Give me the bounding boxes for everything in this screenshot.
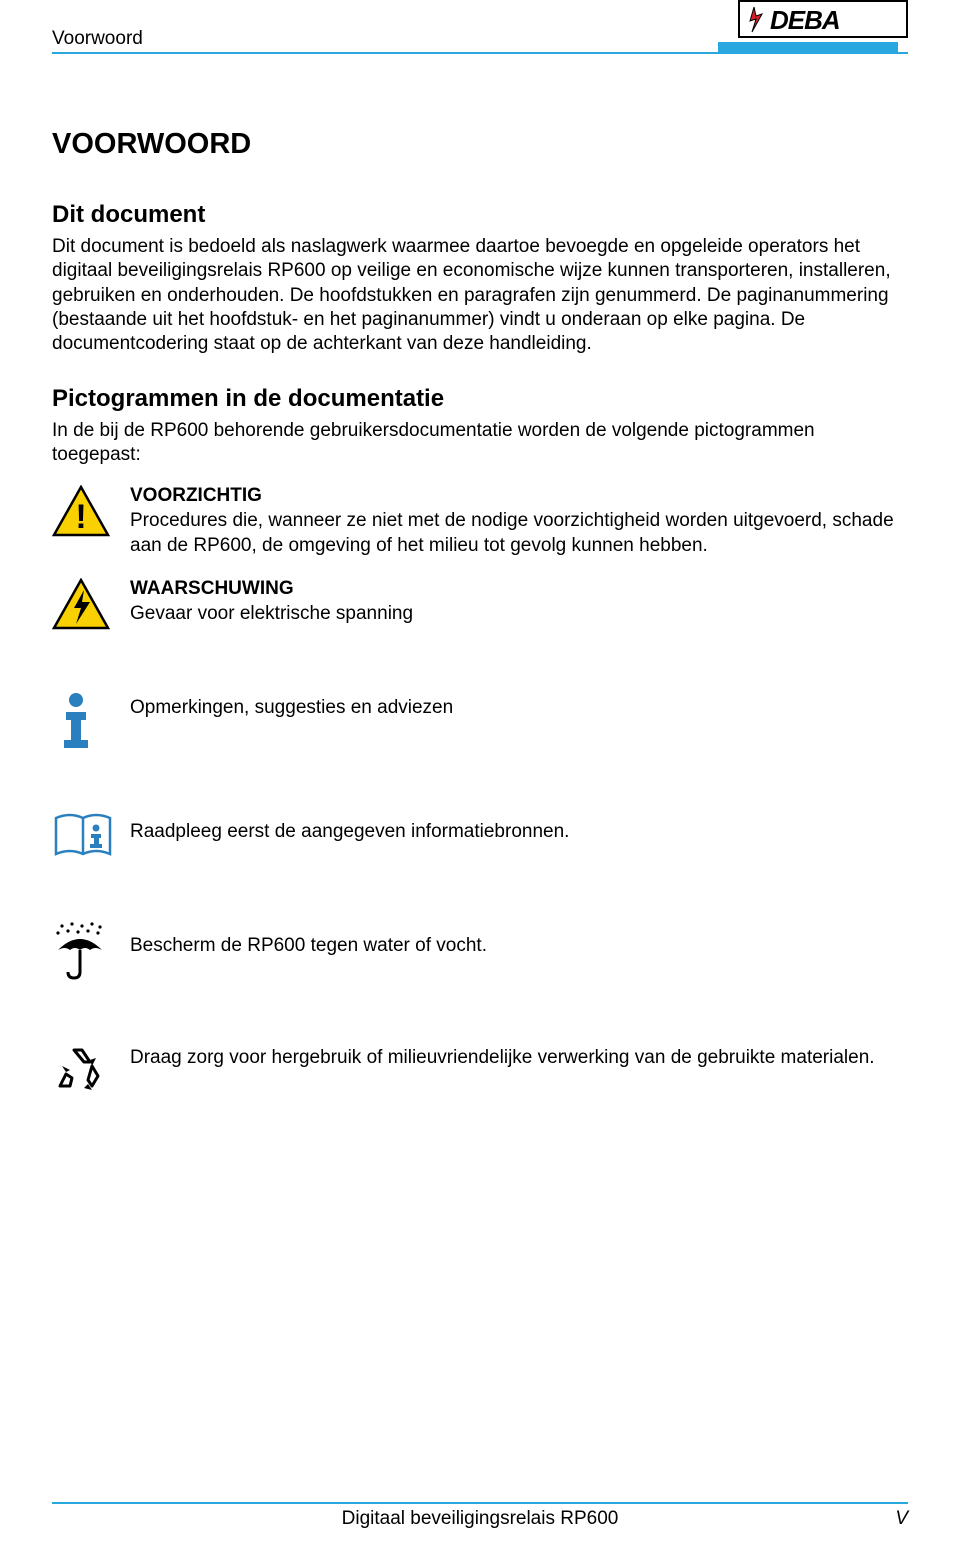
recycle-icon: [52, 1040, 130, 1096]
subsection-2-title: Pictogrammen in de documentatie: [52, 385, 908, 413]
footer-title: Digitaal beveiligingsrelais RP600: [52, 1508, 908, 1530]
page: Voorwoord DEBA VOORWOORD Dit document Di…: [0, 0, 960, 1548]
pictogram-list: ! VOORZICHTIG Procedures die, wanneer ze…: [52, 485, 908, 1096]
manual-reference-icon: [52, 810, 130, 860]
subsection-1-body: Dit document is bedoeld als naslagwerk w…: [52, 235, 908, 357]
pictogram-row: ! VOORZICHTIG Procedures die, wanneer ze…: [52, 485, 908, 558]
pictogram-row: Bescherm de RP600 tegen water of vocht.: [52, 920, 908, 980]
pictogram-row: Opmerkingen, suggesties en adviezen: [52, 690, 908, 750]
footer-rule: [52, 1502, 908, 1504]
brand-logo: DEBA: [738, 0, 908, 38]
page-footer: Digitaal beveiligingsrelais RP600 V: [52, 1502, 908, 1530]
keep-dry-icon: [52, 920, 130, 980]
electric-hazard-icon: [52, 578, 130, 630]
logo-area: DEBA: [728, 0, 908, 52]
subsection-1-title: Dit document: [52, 201, 908, 229]
header-rule: [52, 52, 908, 54]
pictogram-row: Raadpleeg eerst de aangegeven informatie…: [52, 810, 908, 860]
subsection-2-intro: In de bij de RP600 behorende gebruikersd…: [52, 419, 908, 468]
page-content: VOORWOORD Dit document Dit document is b…: [52, 60, 908, 1096]
pictogram-text: Opmerkingen, suggesties en adviezen: [130, 697, 453, 718]
pictogram-text: Raadpleeg eerst de aangegeven informatie…: [130, 821, 569, 842]
pictogram-text: Procedures die, wanneer ze niet met de n…: [130, 510, 894, 555]
svg-text:!: !: [75, 498, 86, 536]
pictogram-heading: VOORZICHTIG: [130, 485, 908, 507]
caution-icon: !: [52, 485, 130, 537]
pictogram-text: Bescherm de RP600 tegen water of vocht.: [130, 935, 487, 956]
svg-text:DEBA: DEBA: [770, 5, 840, 34]
pictogram-heading: WAARSCHUWING: [130, 578, 908, 600]
pictogram-text: Gevaar voor elektrische spanning: [130, 603, 413, 624]
running-header-title: Voorwoord: [52, 28, 143, 50]
pictogram-row: Draag zorg voor hergebruik of milieuvrie…: [52, 1040, 908, 1096]
page-header: Voorwoord DEBA: [52, 0, 908, 60]
logo-underline: [718, 42, 898, 52]
info-icon: [52, 690, 130, 750]
pictogram-row: WAARSCHUWING Gevaar voor elektrische spa…: [52, 578, 908, 630]
pictogram-text: Draag zorg voor hergebruik of milieuvrie…: [130, 1047, 875, 1068]
section-title: VOORWOORD: [52, 128, 908, 161]
